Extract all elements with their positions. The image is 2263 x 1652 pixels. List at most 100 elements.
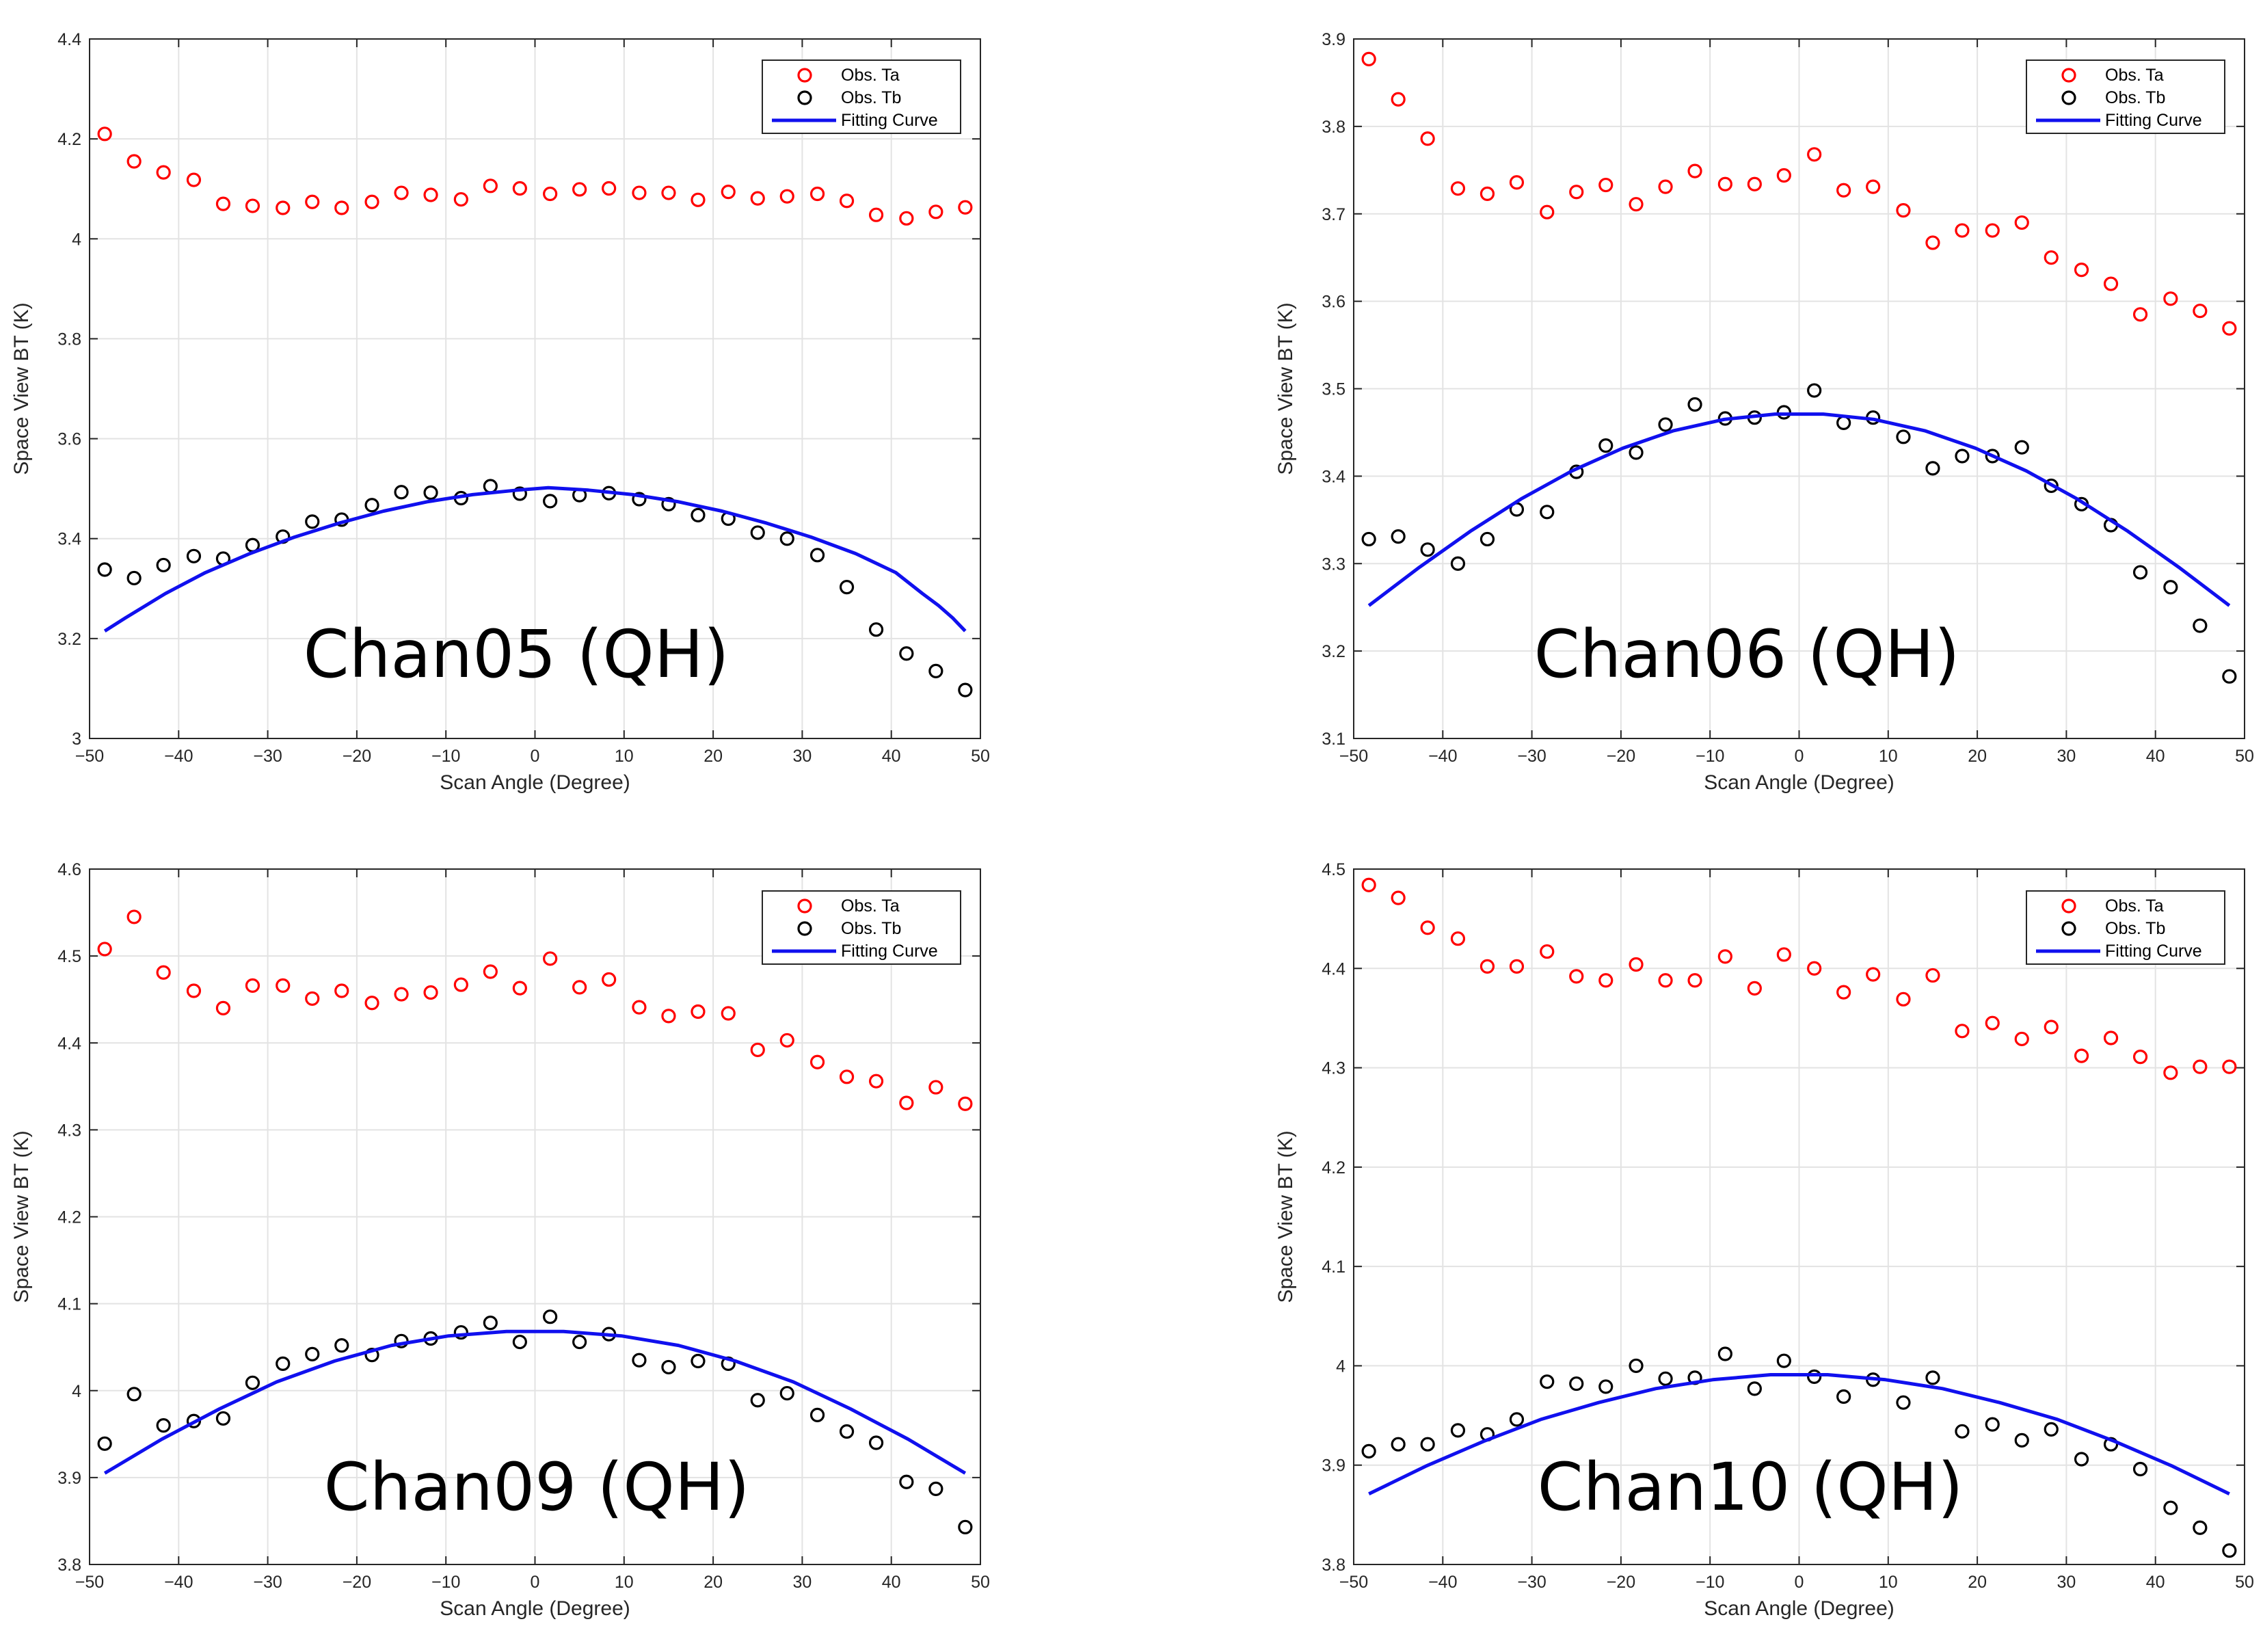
data-point [215, 1411, 231, 1426]
x-tick-label: −40 [1428, 747, 1457, 766]
data-point [156, 965, 171, 980]
data-point [661, 496, 676, 511]
y-tick-label: 4.1 [57, 1295, 81, 1314]
data-point [1391, 1437, 1406, 1452]
fitting-curve-line [1368, 1373, 2230, 1496]
x-tick-label: −10 [1696, 1573, 1724, 1592]
legend: Obs. Ta Obs. Tb Fitting Curve [762, 890, 961, 965]
data-point [691, 1004, 706, 1020]
y-tick-label: 4.2 [1322, 1158, 1345, 1177]
legend-label: Fitting Curve [2105, 942, 2202, 961]
data-point [1925, 1370, 1940, 1385]
x-tick-label: −50 [1339, 1573, 1368, 1592]
data-point [1450, 556, 1466, 571]
x-tick-label: 50 [2235, 747, 2254, 766]
data-point [1361, 531, 1376, 547]
data-point [1776, 168, 1791, 183]
data-point [2014, 1433, 2029, 1448]
y-axis-label: Space View BT (K) [10, 1130, 33, 1303]
data-point [1629, 197, 1644, 212]
x-axis: −50 −40 −30 −20 −10 0 10 20 30 40 50 [1339, 39, 2254, 766]
data-point [1717, 1346, 1732, 1361]
data-point [839, 1069, 855, 1084]
fitting-curve-line [1367, 412, 2231, 607]
data-point [126, 1387, 142, 1402]
y-tick-label: 3.6 [1322, 293, 1345, 312]
data-point [1717, 176, 1732, 191]
data-point [364, 996, 379, 1011]
data-point [928, 663, 943, 678]
data-point [1866, 179, 1881, 194]
data-point [483, 178, 498, 194]
y-tick-label: 4.4 [57, 30, 81, 49]
data-point [1569, 185, 1584, 200]
data-point [2193, 1059, 2208, 1074]
data-point [1955, 449, 1970, 464]
data-point [423, 187, 438, 202]
y-tick-label: 4.3 [1322, 1059, 1345, 1078]
legend-swatch-marker [2061, 921, 2076, 936]
legend-label: Obs. Ta [2105, 66, 2164, 85]
x-tick-label: 10 [1879, 747, 1898, 766]
data-point [572, 1334, 587, 1350]
data-point [364, 194, 379, 209]
x-tick-label: 10 [1879, 1573, 1898, 1592]
y-tick-label: 4 [1336, 1357, 1345, 1376]
data-point [1540, 204, 1555, 219]
data-point [958, 1519, 973, 1534]
data-point [512, 486, 527, 501]
legend-label: Fitting Curve [841, 942, 938, 961]
legend-swatch-marker [797, 898, 812, 914]
data-point [245, 978, 260, 993]
x-tick-label: 30 [2057, 747, 2076, 766]
x-tick-label: −20 [343, 1573, 371, 1592]
data-point [1836, 183, 1851, 198]
data-point [750, 1042, 765, 1058]
x-tick-label: −10 [1696, 747, 1724, 766]
data-point [2132, 307, 2148, 322]
data-point [632, 1000, 647, 1015]
data-point [215, 196, 231, 211]
data-point [305, 991, 320, 1007]
data-point [1836, 985, 1851, 1000]
data-point [1391, 529, 1406, 544]
x-tick-label: 10 [615, 1573, 634, 1592]
data-point [1479, 531, 1495, 547]
data-point [809, 186, 825, 202]
chart-panel-chan09: −50 −40 −30 −20 −10 0 10 20 30 40 50 3.8 3.9 4 4.1 4.2 4… [10, 860, 990, 1620]
legend-label: Obs. Tb [841, 919, 901, 938]
data-point [2074, 1048, 2089, 1063]
legend-label: Obs. Ta [841, 66, 900, 85]
data-point [483, 1315, 498, 1331]
data-point [1540, 1374, 1555, 1389]
series-fitting-curve [103, 1329, 967, 1475]
data-point [899, 211, 914, 226]
y-tick-label: 3 [72, 730, 81, 749]
data-point [928, 1080, 943, 1095]
data-point [809, 1407, 825, 1422]
series-fitting-curve [1367, 412, 2231, 607]
data-point [1925, 968, 1940, 983]
data-point [276, 200, 291, 215]
data-point [1598, 438, 1613, 453]
x-tick-label: 0 [531, 1573, 540, 1592]
data-point [156, 165, 171, 180]
data-point [126, 909, 142, 924]
data-point [1807, 147, 1822, 162]
data-point [632, 492, 647, 507]
data-point [97, 126, 112, 142]
x-tick-label: −20 [1607, 1573, 1635, 1592]
data-point [2222, 669, 2237, 684]
x-tick-label: 50 [2235, 1573, 2254, 1592]
y-tick-label: 4.3 [57, 1121, 81, 1140]
y-axis: 3.1 3.2 3.3 3.4 3.5 3.6 3.7 3.8 3.9 [1322, 30, 2245, 749]
y-axis: 3 3.2 3.4 3.6 3.8 4 4.2 4.4 [57, 30, 980, 749]
data-point [2014, 215, 2029, 230]
legend-swatch-marker [2061, 68, 2076, 83]
data-point [809, 548, 825, 563]
x-tick-label: −50 [75, 1573, 104, 1592]
data-point [245, 198, 260, 213]
x-tick-label: 50 [971, 747, 990, 766]
data-point [97, 1436, 112, 1451]
data-point [1509, 175, 1525, 190]
